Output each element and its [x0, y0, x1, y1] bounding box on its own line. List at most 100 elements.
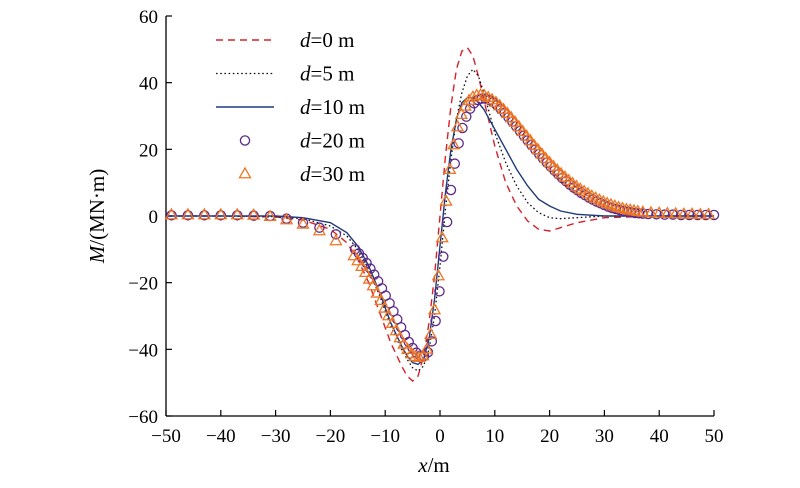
- data-point-d30: [389, 323, 403, 336]
- data-point-d30: [385, 316, 399, 329]
- data-point-d20: [182, 210, 194, 221]
- data-point-d30: [351, 253, 365, 266]
- data-point-d30: [381, 308, 396, 321]
- x-tick-label: −40: [206, 426, 236, 447]
- data-point-d30: [296, 217, 310, 229]
- series-line-d5: [166, 68, 714, 372]
- legend-label: d=10 m: [300, 95, 365, 119]
- data-point-d20: [314, 222, 325, 233]
- data-point-d20: [330, 229, 342, 240]
- data-point-d30: [660, 206, 675, 219]
- data-point-d30: [600, 196, 614, 209]
- data-point-d30: [644, 205, 658, 218]
- data-point-d30: [458, 99, 472, 111]
- data-point-d30: [523, 133, 538, 146]
- y-tick-label: 0: [149, 207, 159, 228]
- data-point-d30: [230, 207, 244, 220]
- data-point-d30: [378, 301, 392, 313]
- data-point-d30: [439, 194, 453, 206]
- legend-label: d=5 m: [300, 62, 354, 86]
- data-point-d30: [512, 119, 526, 132]
- data-point-d30: [473, 88, 488, 100]
- data-point-d20: [642, 208, 654, 220]
- series-4: [164, 88, 716, 363]
- data-point-d30: [366, 278, 380, 291]
- data-point-d20: [457, 122, 468, 134]
- data-point-d30: [516, 124, 530, 137]
- x-tick-label: −30: [261, 426, 291, 447]
- data-point-d30: [347, 248, 361, 261]
- data-point-d30: [531, 142, 545, 155]
- axes: −50 −40 −30 −20 −10 0 10 20 30 40 50 −60 −40 −20 0 20 40…: [85, 7, 724, 477]
- data-point-d30: [693, 207, 707, 220]
- data-point-d20: [166, 210, 177, 221]
- data-point-d20: [215, 210, 227, 221]
- data-point-d30: [443, 162, 457, 175]
- data-point-d30: [431, 268, 445, 281]
- data-point-d30: [508, 115, 522, 127]
- data-point-d30: [636, 205, 650, 217]
- data-point-d20: [675, 209, 687, 221]
- data-point-d20: [708, 209, 720, 221]
- y-tick-label: 20: [139, 140, 158, 161]
- data-point-d20: [231, 210, 243, 221]
- data-point-d30: [500, 106, 515, 119]
- data-point-d30: [435, 230, 449, 243]
- legend-swatch: [238, 166, 252, 179]
- data-point-d30: [329, 233, 343, 246]
- y-tick-label: 40: [139, 74, 158, 95]
- x-tick-label: 40: [650, 426, 669, 447]
- data-point-d30: [535, 147, 549, 159]
- data-point-d30: [608, 199, 622, 211]
- data-point-d30: [450, 119, 465, 132]
- data-point-d20: [445, 184, 457, 196]
- data-point-d30: [519, 129, 534, 141]
- data-point-d30: [279, 212, 294, 225]
- data-point-d30: [627, 203, 641, 216]
- data-point-d30: [447, 137, 461, 150]
- y-tick-label: −40: [128, 340, 158, 361]
- data-point-d30: [374, 293, 388, 306]
- series-1: [166, 68, 714, 372]
- x-tick-label: −50: [151, 426, 181, 447]
- data-point-d30: [677, 207, 691, 219]
- legend-item-0: d=0 m: [216, 28, 354, 52]
- data-point-d30: [197, 207, 211, 220]
- x-tick-label: −10: [370, 426, 400, 447]
- data-point-d30: [420, 342, 434, 354]
- y-tick-label: 60: [139, 7, 158, 28]
- x-tick-label: 20: [540, 426, 559, 447]
- data-point-d30: [247, 208, 261, 220]
- data-point-d30: [669, 206, 683, 219]
- data-point-d30: [454, 107, 469, 120]
- data-point-d20: [651, 209, 662, 220]
- data-point-d30: [401, 342, 415, 355]
- x-tick-label: 30: [595, 426, 614, 447]
- y-axis-title: M/(MN·m): [85, 169, 109, 265]
- x-tick-label: 50: [705, 426, 724, 447]
- legend-swatch: [239, 135, 251, 146]
- data-point-d30: [408, 349, 422, 362]
- y-tick-label: −60: [128, 407, 158, 428]
- y-tick-label: −20: [128, 274, 158, 295]
- legend-label: d=0 m: [300, 28, 354, 52]
- data-point-d30: [604, 197, 618, 210]
- data-point-d30: [623, 203, 637, 215]
- data-point-d30: [393, 330, 407, 343]
- data-point-d30: [619, 202, 633, 215]
- data-point-d30: [181, 207, 195, 220]
- legend-item-1: d=5 m: [216, 62, 354, 86]
- legend: d=0 m d=5 m d=10 m d=20 m d=30 m: [216, 28, 365, 186]
- data-point-d30: [214, 207, 228, 220]
- data-point-d20: [434, 286, 445, 297]
- data-point-d30: [685, 207, 699, 219]
- data-point-d30: [397, 337, 411, 349]
- legend-label: d=30 m: [300, 162, 365, 186]
- legend-item-4: d=30 m: [238, 162, 365, 186]
- data-point-d20: [684, 209, 695, 221]
- data-point-d30: [652, 206, 666, 218]
- data-point-d30: [164, 207, 179, 220]
- legend-item-2: d=10 m: [216, 95, 365, 119]
